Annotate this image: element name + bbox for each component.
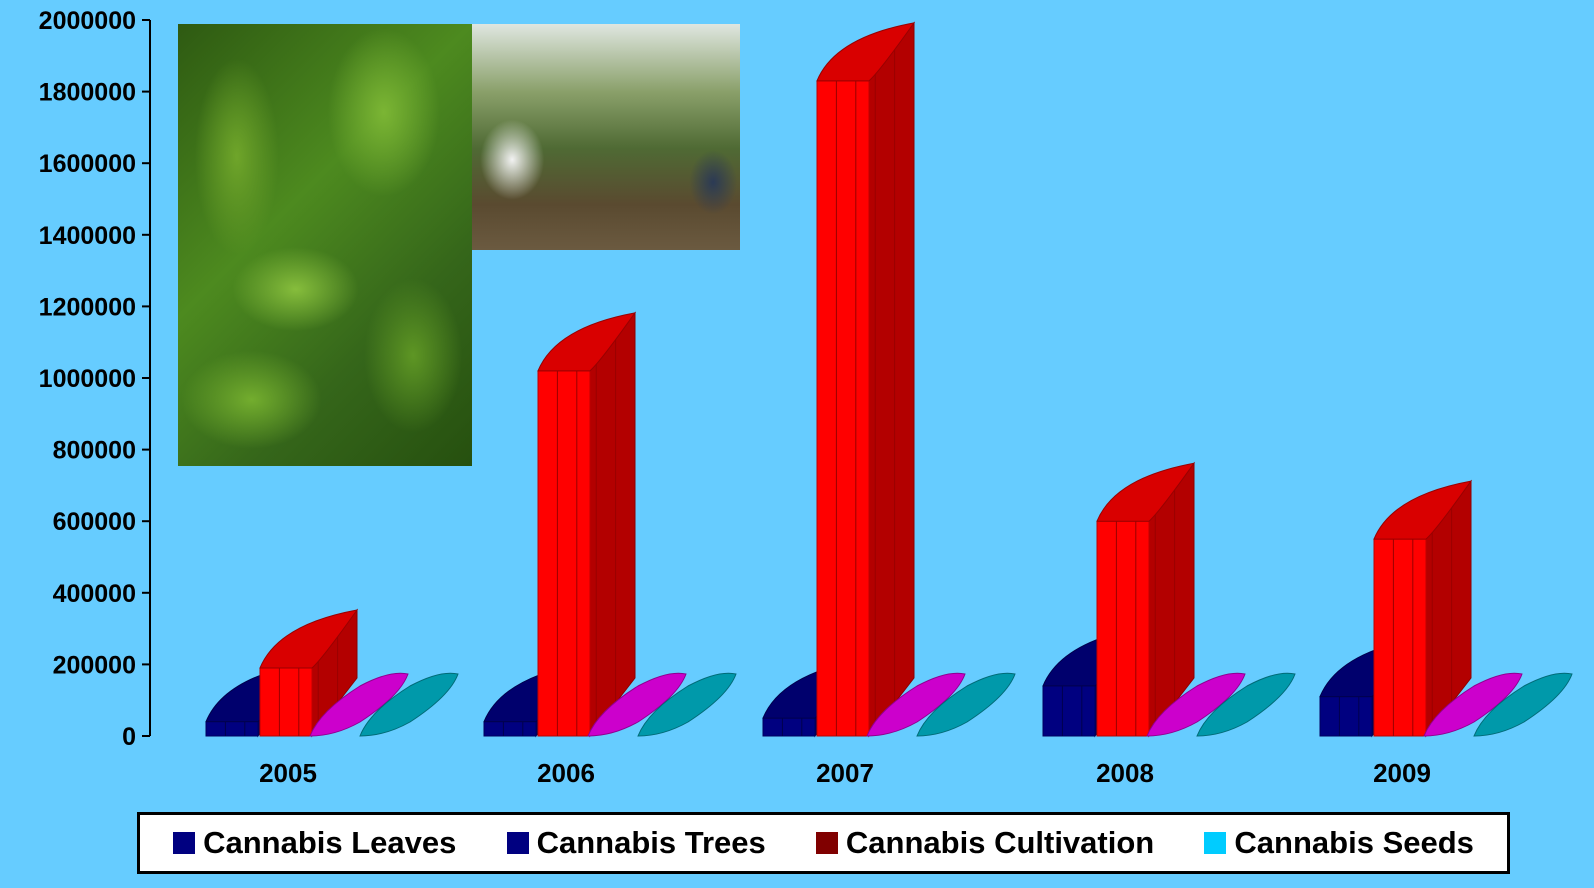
bar-floor-teal-2008 xyxy=(1196,672,1296,737)
bar-floor-pink-2008-floor xyxy=(1146,672,1246,737)
bar-floor-pink-2005-floor xyxy=(309,672,409,737)
bar-floor-teal-2006-floor xyxy=(637,672,737,737)
field-officers-photo xyxy=(472,24,740,250)
bar-cultivation-2008-front xyxy=(1096,520,1150,737)
bar-floor-teal-2009 xyxy=(1473,672,1573,737)
bar-floor-pink-2006-floor xyxy=(587,672,687,737)
y-axis: 0 200000 400000 600000 800000 1000000 1200000 1… xyxy=(39,7,151,751)
legend-label: Cannabis Seeds xyxy=(1234,825,1474,860)
bar-cultivation-2007 xyxy=(816,21,916,738)
bar-leaves-2008-front xyxy=(1042,685,1096,737)
legend-item: Cannabis Trees xyxy=(506,825,766,861)
y-tick-label: 1600000 xyxy=(39,150,136,178)
legend-swatch xyxy=(173,832,196,854)
y-tick-label: 1400000 xyxy=(39,222,136,250)
legend-swatch xyxy=(1204,832,1227,854)
bar-leaves-2007-front xyxy=(762,717,816,737)
bar-floor-pink-2005 xyxy=(309,672,409,737)
bar-floor-pink-2009-floor xyxy=(1423,672,1523,737)
y-tick-label: 600000 xyxy=(53,508,136,536)
bar-floor-pink-2006 xyxy=(587,672,687,737)
bar-leaves-2006-front xyxy=(483,721,537,737)
bar-cultivation-2007-front xyxy=(816,80,870,737)
legend-swatch xyxy=(506,832,529,854)
bar-floor-teal-2005 xyxy=(359,672,459,737)
bar-cultivation-2008-top xyxy=(1096,462,1196,522)
y-tick-label: 400000 xyxy=(53,580,136,608)
bar-cultivation-2006-top xyxy=(537,312,637,372)
legend-swatch xyxy=(815,832,838,854)
legend-item: Cannabis Leaves xyxy=(173,825,456,861)
bar-floor-teal-2009-floor xyxy=(1473,672,1573,737)
legend-item: Cannabis Cultivation xyxy=(815,825,1155,861)
x-tick-label: 2007 xyxy=(816,758,874,788)
bar-cultivation-2005-top xyxy=(259,609,359,669)
bar-cultivation-2006-front xyxy=(537,370,591,737)
y-tick-label: 200000 xyxy=(53,651,136,679)
legend-item: Cannabis Seeds xyxy=(1204,825,1474,861)
bar-floor-pink-2009 xyxy=(1423,672,1523,737)
x-tick-label: 2009 xyxy=(1373,758,1431,788)
bar-cultivation-2006-side xyxy=(589,311,636,738)
legend-label: Cannabis Leaves xyxy=(203,825,457,860)
x-axis-labels: 2005 2006 2007 2008 2009 xyxy=(259,758,1431,788)
y-tick-label: 1000000 xyxy=(39,365,136,393)
bar-floor-teal-2006 xyxy=(637,672,737,737)
y-tick-label: 1800000 xyxy=(39,79,136,107)
bar-cultivation-2009-front xyxy=(1373,538,1427,737)
bar-floor-teal-2007-floor xyxy=(916,672,1016,737)
bar-cultivation-2008 xyxy=(1096,461,1196,738)
bar-leaves-2009-front xyxy=(1319,696,1373,737)
y-tick-label: 800000 xyxy=(53,437,136,465)
legend-label: Cannabis Cultivation xyxy=(845,825,1155,860)
bar-cultivation-2006 xyxy=(537,311,637,738)
bar-cultivation-2005-front xyxy=(259,667,313,737)
bar-floor-teal-2005-floor xyxy=(359,672,459,737)
legend: Cannabis Leaves Cannabis Trees Cannabis Cu… xyxy=(137,812,1510,874)
x-tick-label: 2006 xyxy=(537,758,595,788)
x-tick-label: 2005 xyxy=(259,758,317,788)
y-tick-label: 0 xyxy=(122,723,136,751)
bar-floor-teal-2007 xyxy=(916,672,1016,737)
bar-cultivation-2009 xyxy=(1373,479,1473,738)
bar-cultivation-2009-top xyxy=(1373,480,1473,540)
legend-label: Cannabis Trees xyxy=(536,825,766,860)
bar-floor-teal-2008-floor xyxy=(1196,672,1296,737)
bar-cultivation-2007-side xyxy=(868,21,915,738)
bar-floor-pink-2007-floor xyxy=(866,672,966,737)
bar-leaves-2005-front xyxy=(205,721,259,737)
y-tick-label: 2000000 xyxy=(39,7,136,35)
bar-floor-pink-2007 xyxy=(866,672,966,737)
bar-cultivation-2005 xyxy=(259,608,359,738)
cannabis-leaves-photo xyxy=(178,24,472,466)
y-tick-label: 1200000 xyxy=(39,293,136,321)
bars xyxy=(205,21,1573,738)
bar-floor-pink-2008 xyxy=(1146,672,1246,737)
bar-cultivation-2007-top xyxy=(816,22,916,82)
x-tick-label: 2008 xyxy=(1096,758,1154,788)
